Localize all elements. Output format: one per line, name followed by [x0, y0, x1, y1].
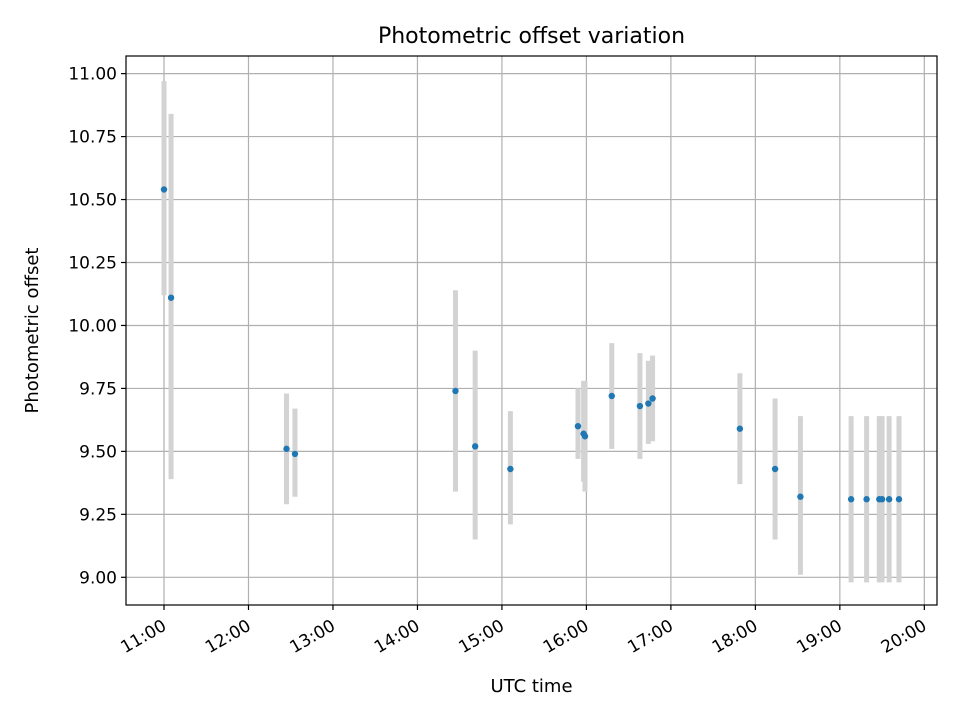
data-point	[636, 402, 644, 410]
y-tick-label: 11.00	[68, 65, 117, 85]
data-point	[847, 496, 855, 503]
y-tick-label: 10.00	[68, 316, 117, 336]
y-tick-label: 10.50	[68, 191, 117, 211]
y-tick-label: 9.75	[79, 379, 117, 399]
data-point	[283, 445, 290, 453]
data-point	[645, 400, 652, 407]
y-tick-label: 9.00	[79, 568, 117, 588]
y-tick-label: 9.25	[79, 505, 117, 525]
x-axis-title: UTC time	[490, 676, 572, 697]
y-tick-label: 9.50	[79, 442, 117, 462]
data-point	[878, 496, 886, 503]
data-point	[574, 422, 582, 430]
y-axis-title: Photometric offset	[22, 248, 43, 414]
data-point	[863, 496, 870, 503]
data-points	[160, 186, 903, 503]
data-point	[771, 465, 779, 473]
data-point	[167, 294, 175, 301]
data-point	[581, 433, 589, 440]
data-point	[895, 496, 903, 503]
data-point	[452, 387, 459, 395]
data-point	[291, 450, 299, 458]
data-point	[649, 395, 656, 402]
data-point	[471, 443, 479, 450]
y-axis-ticks: 9.00 9.25 9.50 9.75 10.00 10.25 10.50 10.75 11.0…	[68, 65, 126, 588]
chart-title: Photometric offset variation	[378, 24, 685, 49]
data-point	[736, 425, 744, 432]
data-point	[608, 392, 615, 400]
y-tick-label: 10.25	[68, 254, 117, 274]
plot-frame	[125, 55, 938, 606]
data-point	[797, 493, 804, 500]
y-tick-label: 10.75	[68, 128, 117, 148]
data-point	[507, 465, 514, 473]
data-point	[885, 496, 893, 503]
data-point	[160, 186, 168, 193]
